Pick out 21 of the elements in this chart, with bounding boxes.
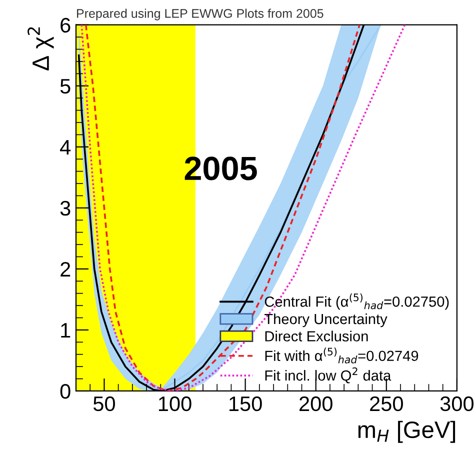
legend-label: Theory Uncertainty	[264, 313, 388, 328]
legend-label: Direct Exclusion	[265, 330, 368, 342]
x-tick-label: 50	[93, 396, 115, 412]
y-tick-label: 3	[60, 200, 70, 216]
y-tick-label: 4	[60, 140, 71, 154]
x-tick-label: 200	[300, 396, 332, 412]
x-tick-label: 150	[230, 396, 262, 412]
y-tick-label: 0	[60, 384, 70, 399]
x-tick-label: 300	[440, 396, 474, 412]
legend-label: Fit with α$^{(5)}$$_{had}$=0.02749	[265, 348, 418, 364]
legend-label: Central Fit (α$^{(5)}$$_{had}$=0.02750)	[264, 293, 449, 310]
y-axis-title: Δ χ$^{2}$	[28, 27, 54, 70]
y-tick-label: 5	[60, 79, 70, 94]
x-tick-label: 100	[158, 396, 192, 412]
y-tick-label: 6	[60, 18, 70, 33]
x-axis-title: m$_{H}$ [GeV]	[358, 420, 456, 443]
y-tick-label: 2	[60, 262, 70, 276]
y-tick-label: 1	[61, 323, 70, 338]
x-tick-label: 250	[370, 396, 403, 412]
chart-title: Prepared using LEP EWWG Plots from 2005	[77, 8, 324, 20]
legend-label: Fit incl. low Q$^{2}$ data	[265, 367, 392, 384]
